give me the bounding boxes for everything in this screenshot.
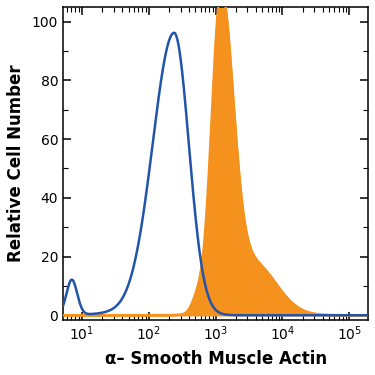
X-axis label: α– Smooth Muscle Actin: α– Smooth Muscle Actin — [105, 350, 327, 368]
Y-axis label: Relative Cell Number: Relative Cell Number — [7, 64, 25, 262]
